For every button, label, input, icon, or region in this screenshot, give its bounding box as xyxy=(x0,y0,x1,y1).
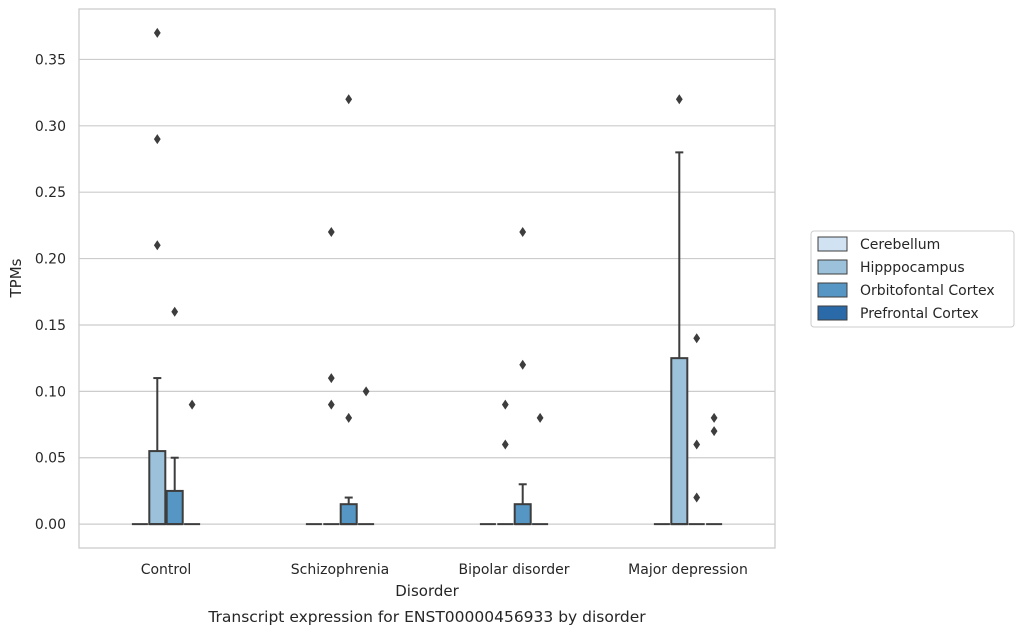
outlier-point xyxy=(519,227,527,238)
box-group xyxy=(706,412,723,526)
outlier-point xyxy=(153,134,161,145)
box-group xyxy=(670,94,689,526)
y-axis-ticks: 0.00 0.05 0.10 0.15 0.20 0.25 0.30 0.35 xyxy=(35,52,66,533)
box-group xyxy=(688,333,705,526)
box-group xyxy=(165,306,184,526)
x-axis-ticks: Control Schizophrenia Bipolar disorder Majo… xyxy=(141,562,748,578)
x-tick-label: Bipolar disorder xyxy=(458,562,569,578)
legend-label: Cerebellum xyxy=(860,237,940,253)
legend-swatch xyxy=(817,259,848,275)
outlier-point xyxy=(327,399,335,410)
outlier-point xyxy=(693,492,701,503)
legend: Cerebellum Hipppocampus Orbitofontal Corte… xyxy=(810,230,1015,328)
y-tick-label: 0.20 xyxy=(35,252,66,268)
x-tick-label: Schizophrenia xyxy=(291,562,389,578)
box xyxy=(339,503,358,526)
box-group xyxy=(532,412,549,526)
legend-label: Orbitofontal Cortex xyxy=(860,283,995,299)
legend-swatch xyxy=(817,305,848,321)
box-group xyxy=(323,227,340,526)
box-group xyxy=(339,94,358,526)
legend-frame xyxy=(810,230,1015,328)
chart-caption: Transcript expression for ENST0000045693… xyxy=(207,608,646,626)
box-group xyxy=(497,399,514,526)
y-tick-label: 0.15 xyxy=(35,318,66,334)
legend-label: Prefrontal Cortex xyxy=(860,306,979,322)
outlier-point xyxy=(693,439,701,450)
box-group xyxy=(148,27,167,526)
legend-swatch xyxy=(817,282,848,298)
box xyxy=(148,450,167,526)
legend-label: Hipppocampus xyxy=(860,260,965,276)
y-tick-label: 0.35 xyxy=(35,52,66,68)
y-tick-label: 0.25 xyxy=(35,185,66,201)
box xyxy=(513,503,532,526)
outlier-point xyxy=(501,439,509,450)
outlier-point xyxy=(536,412,544,423)
outlier-point xyxy=(153,27,161,38)
legend-swatch xyxy=(817,236,848,252)
outlier-point xyxy=(345,412,353,423)
outlier-point xyxy=(345,94,353,105)
y-tick-label: 0.00 xyxy=(35,517,66,533)
plot-area-border xyxy=(78,8,776,549)
y-tick-label: 0.30 xyxy=(35,119,66,135)
x-tick-label: Control xyxy=(141,562,192,578)
box-group xyxy=(513,227,532,526)
outlier-point xyxy=(171,306,179,317)
y-axis-label: TPMs xyxy=(7,258,25,298)
outlier-point xyxy=(519,359,527,370)
outlier-point xyxy=(710,412,718,423)
outlier-point xyxy=(501,399,509,410)
outlier-point xyxy=(327,227,335,238)
box xyxy=(165,489,184,526)
box-marks xyxy=(131,27,723,526)
outlier-point xyxy=(153,240,161,251)
outlier-point xyxy=(693,333,701,344)
y-tick-label: 0.10 xyxy=(35,384,66,400)
outlier-point xyxy=(327,373,335,384)
box-group xyxy=(358,386,375,526)
outlier-point xyxy=(675,94,683,105)
outlier-point xyxy=(362,386,370,397)
x-tick-label: Major depression xyxy=(628,562,748,578)
box-group xyxy=(184,399,201,526)
outlier-point xyxy=(188,399,196,410)
outlier-point xyxy=(710,426,718,437)
y-tick-label: 0.05 xyxy=(35,451,66,467)
x-axis-label: Disorder xyxy=(395,582,459,600)
box xyxy=(670,357,689,526)
